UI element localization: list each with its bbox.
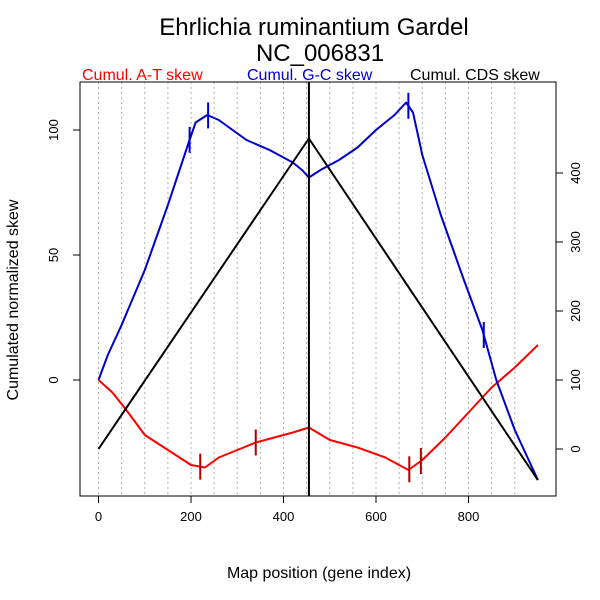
plot-area	[97, 82, 539, 496]
x-tick-label: 600	[365, 509, 387, 524]
x-axis: 0 200 400 600 800	[95, 495, 480, 524]
x-tick-label: 200	[180, 509, 202, 524]
x-tick-label: 400	[273, 509, 295, 524]
y-right-tick-label: 0	[568, 445, 583, 452]
legend-cds-skew: Cumul. CDS skew	[410, 67, 540, 84]
legend-gc-skew: Cumul. G-C skew	[247, 67, 373, 84]
y-axis-label: Cumulated normalized skew	[5, 199, 22, 400]
x-tick-label: 0	[95, 509, 102, 524]
y-left-tick-label: 0	[46, 376, 61, 383]
y-left-tick-label: 50	[46, 248, 61, 262]
grid	[98, 82, 516, 496]
y-right-tick-label: 200	[568, 300, 583, 322]
at-skew-line	[97, 344, 539, 471]
y-left-tick-label: 100	[46, 119, 61, 141]
x-axis-label: Map position (gene index)	[227, 565, 411, 582]
y-axis-left: 0 50 100	[46, 119, 81, 384]
x-tick-label: 800	[458, 509, 480, 524]
y-right-tick-label: 300	[568, 231, 583, 253]
chart-title: Ehrlichia ruminantium Gardel	[159, 14, 468, 41]
gc-skew-line	[97, 101, 539, 481]
chart-subtitle: NC_006831	[256, 40, 384, 67]
cds-skew-line	[97, 137, 539, 481]
legend-at-skew: Cumul. A-T skew	[82, 67, 203, 84]
y-right-tick-label: 100	[568, 369, 583, 391]
y-axis-right: 0 100 200 300 400	[555, 162, 583, 453]
y-right-tick-label: 400	[568, 162, 583, 184]
